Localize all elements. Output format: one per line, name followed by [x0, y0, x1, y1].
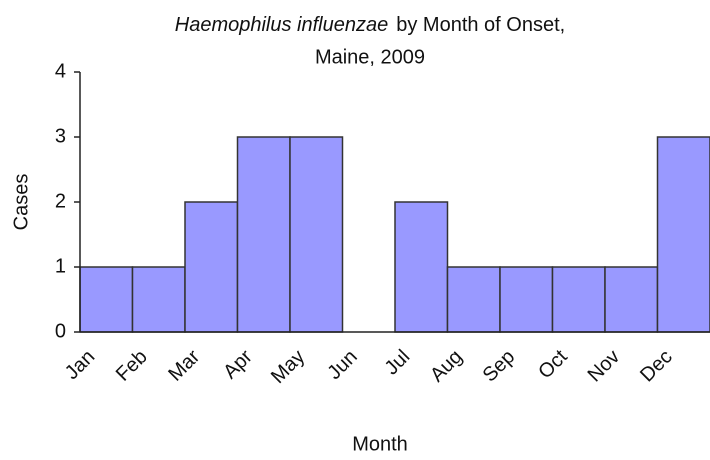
- y-tick-label: 1: [55, 255, 66, 277]
- x-tick-label: Dec: [636, 346, 677, 387]
- bar: [604, 266, 659, 333]
- y-tick-label: 2: [55, 190, 66, 212]
- y-tick-label: 3: [55, 125, 66, 147]
- bar: [551, 266, 606, 333]
- x-tick-label: Apr: [219, 345, 257, 383]
- x-tick-label: Nov: [584, 346, 625, 387]
- bar: [184, 201, 239, 333]
- bar: [446, 266, 501, 333]
- chart-subtitle: Maine, 2009: [315, 46, 425, 68]
- x-tick-label: May: [267, 346, 309, 388]
- x-tick-label: Jun: [323, 346, 361, 384]
- x-tick-label: Oct: [534, 345, 572, 383]
- x-tick-label: Jul: [381, 346, 415, 380]
- y-tick-label: 0: [55, 320, 66, 342]
- x-tick-label: Mar: [164, 345, 204, 385]
- y-axis-label: Cases: [10, 174, 32, 231]
- title-rest: by Month of Onset,: [396, 14, 565, 36]
- x-tick-label: Feb: [112, 346, 152, 386]
- title-italic: Haemophilus influenzae: [175, 14, 388, 36]
- bar: [289, 136, 344, 333]
- x-tick-label: Aug: [426, 346, 467, 387]
- x-tick-label: Jan: [61, 346, 99, 384]
- bar: [656, 136, 710, 333]
- y-tick-label: 4: [55, 60, 66, 82]
- x-axis-label: Month: [352, 433, 408, 455]
- bar: [394, 201, 449, 333]
- x-tick-label: Sep: [479, 346, 520, 387]
- bar: [131, 266, 186, 333]
- chart-title: Haemophilus influenzae by Month of Onset,: [175, 14, 565, 36]
- bar: [499, 266, 554, 333]
- bar: [79, 266, 134, 333]
- bar: [236, 136, 291, 333]
